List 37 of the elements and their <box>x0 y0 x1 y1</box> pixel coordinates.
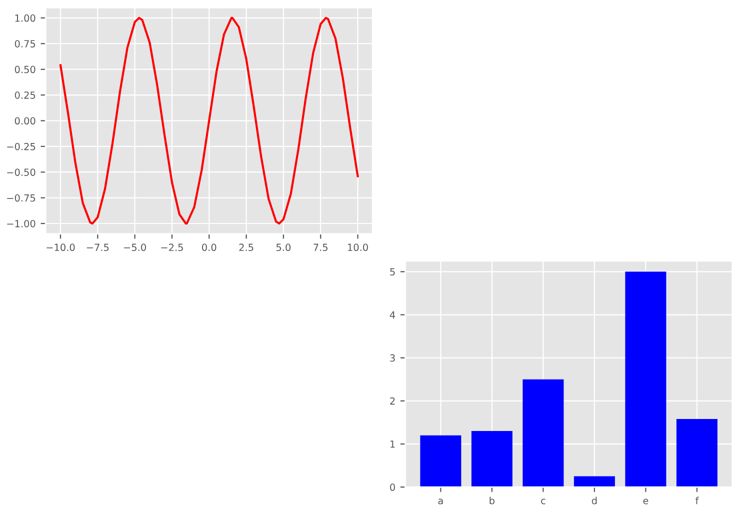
y-tick-label: 5 <box>390 268 395 276</box>
y-tick-label: 4 <box>390 311 396 318</box>
y-tick-label: 1.00 <box>15 14 36 22</box>
y-tick-label: 0.75 <box>14 40 36 48</box>
bar <box>471 431 512 488</box>
x-tick-label: 5.0 <box>276 244 291 252</box>
y-tick-label: −0.25 <box>7 142 36 150</box>
y-tick-label: 2 <box>390 397 395 405</box>
x-tick-label: −10.0 <box>46 244 75 252</box>
line-series <box>59 16 359 225</box>
x-tick-label: d <box>592 496 597 504</box>
x-tick-label: 2.5 <box>239 244 254 252</box>
y-tick-label: 0.50 <box>14 66 36 74</box>
bar <box>522 379 564 488</box>
y-tick-label: 0 <box>390 484 395 491</box>
x-tick-label: e <box>643 498 648 504</box>
bar <box>625 272 666 488</box>
y-tick-label: 0.00 <box>14 117 36 125</box>
y-tick-label: −1.00 <box>7 220 36 228</box>
y-tick-label: 1 <box>390 440 395 448</box>
x-tick-label: 0.0 <box>202 244 216 252</box>
x-tick-label: −5.0 <box>124 244 146 252</box>
x-tick-label: a <box>438 498 443 504</box>
y-tick-label: 3 <box>390 354 395 362</box>
y-tick-label: 0.25 <box>14 91 36 99</box>
x-tick-label: −2.5 <box>161 244 183 252</box>
y-tick-label: −0.75 <box>7 194 36 202</box>
x-tick-label: 7.5 <box>314 244 328 252</box>
bar <box>574 476 615 488</box>
bar <box>420 435 462 488</box>
y-tick-label: −0.50 <box>7 168 36 176</box>
x-tick-label: f <box>695 496 699 504</box>
bar <box>676 418 718 488</box>
x-tick-label: 10.0 <box>348 244 368 252</box>
x-tick-label: −7.5 <box>86 244 109 252</box>
x-tick-label: b <box>490 496 494 504</box>
x-tick-label: c <box>541 498 546 504</box>
